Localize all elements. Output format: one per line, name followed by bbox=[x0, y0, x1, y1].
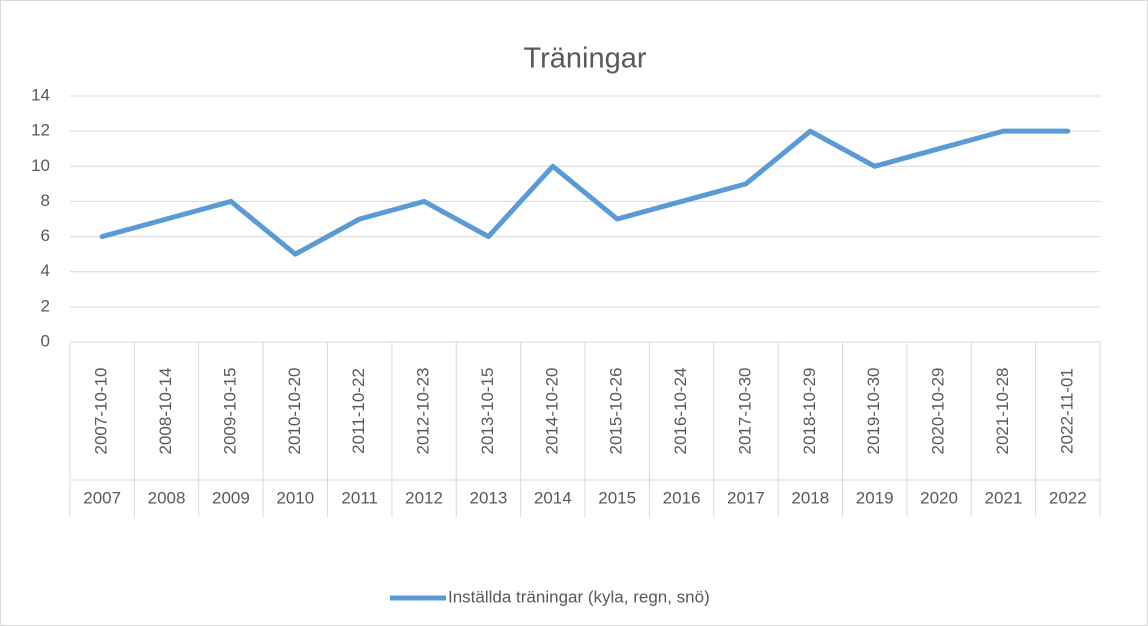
y-tick-label: 8 bbox=[41, 191, 50, 210]
x-group-label: 2008 bbox=[148, 488, 186, 507]
x-group-label: 2010 bbox=[276, 488, 314, 507]
x-group-label: 2021 bbox=[985, 488, 1023, 507]
x-tick-label: 2018-10-29 bbox=[800, 368, 819, 455]
x-tick-label: 2009-10-15 bbox=[220, 368, 239, 455]
x-tick-label: 2017-10-30 bbox=[735, 368, 754, 455]
x-tick-label: 2016-10-24 bbox=[671, 368, 690, 455]
x-group-label: 2012 bbox=[405, 488, 443, 507]
x-tick-label: 2020-10-29 bbox=[929, 368, 948, 455]
x-tick-label: 2010-10-20 bbox=[285, 368, 304, 455]
x-group-label: 2009 bbox=[212, 488, 250, 507]
legend-label: Inställda träningar (kyla, regn, snö) bbox=[448, 587, 710, 606]
y-tick-label: 4 bbox=[41, 261, 50, 280]
x-group-label: 2011 bbox=[341, 488, 378, 507]
y-tick-label: 6 bbox=[41, 226, 50, 245]
chart-title: Träningar bbox=[523, 43, 646, 75]
x-tick-label: 2015-10-26 bbox=[607, 368, 626, 455]
x-tick-label: 2012-10-23 bbox=[414, 368, 433, 455]
x-group-label: 2014 bbox=[534, 488, 572, 507]
x-group-label: 2007 bbox=[83, 488, 121, 507]
y-tick-label: 12 bbox=[31, 121, 50, 140]
x-tick-label: 2011-10-22 bbox=[349, 368, 368, 454]
x-group-label: 2019 bbox=[856, 488, 894, 507]
y-tick-label: 10 bbox=[31, 156, 50, 175]
x-group-label: 2022 bbox=[1049, 488, 1087, 507]
x-group-label: 2015 bbox=[598, 488, 636, 507]
y-tick-label: 14 bbox=[31, 85, 50, 104]
y-tick-label: 0 bbox=[41, 331, 50, 350]
x-tick-label: 2013-10-15 bbox=[478, 368, 497, 455]
x-tick-label: 2007-10-10 bbox=[92, 368, 111, 455]
x-group-label: 2013 bbox=[470, 488, 508, 507]
x-tick-label: 2008-10-14 bbox=[156, 368, 175, 455]
x-tick-label: 2021-10-28 bbox=[993, 368, 1012, 455]
line-series bbox=[99, 128, 1071, 257]
x-tick-label: 2014-10-20 bbox=[542, 368, 561, 455]
x-group-label: 2018 bbox=[791, 488, 829, 507]
x-tick-label: 2022-11-01 bbox=[1057, 368, 1076, 454]
y-tick-label: 2 bbox=[41, 296, 50, 315]
x-tick-label: 2019-10-30 bbox=[864, 368, 883, 455]
x-group-label: 2017 bbox=[727, 488, 765, 507]
x-group-label: 2016 bbox=[663, 488, 701, 507]
x-group-label: 2020 bbox=[920, 488, 958, 507]
